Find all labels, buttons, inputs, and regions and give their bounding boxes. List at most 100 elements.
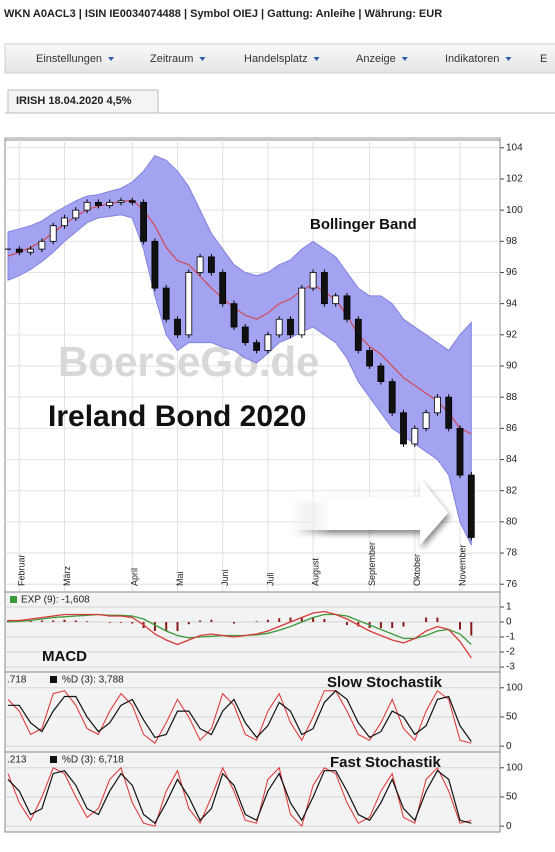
candle xyxy=(241,326,249,344)
candle xyxy=(332,295,340,305)
bollinger-band xyxy=(7,154,472,546)
panel-frame xyxy=(4,591,501,673)
y-tick-label: 100 xyxy=(506,682,523,693)
candle xyxy=(230,303,238,328)
panel-label: Slow Stochastik xyxy=(327,674,443,691)
y-tick-label: 104 xyxy=(506,142,523,153)
candle xyxy=(95,201,102,206)
signal-line xyxy=(7,613,472,645)
menu-arrow xyxy=(313,57,320,61)
menu-item[interactable]: Einstellungen xyxy=(36,53,102,65)
candle xyxy=(219,272,227,305)
candle xyxy=(83,201,91,211)
k-line xyxy=(7,689,472,744)
candle xyxy=(422,412,430,429)
panel-label: Fast Stochastik xyxy=(330,754,442,771)
candle xyxy=(275,318,283,336)
menu-item[interactable]: Anzeige xyxy=(356,53,396,65)
candle xyxy=(185,272,193,336)
candle xyxy=(343,295,351,320)
y-tick-label: 76 xyxy=(506,579,518,590)
candle xyxy=(366,350,374,367)
candle xyxy=(72,209,80,219)
y-tick-label: 0 xyxy=(506,821,512,832)
candle xyxy=(27,248,35,253)
legend-swatch xyxy=(10,596,17,603)
x-tick-label: Oktober xyxy=(412,554,422,586)
y-tick-label: 0 xyxy=(506,741,512,752)
candle xyxy=(196,256,204,273)
candle xyxy=(15,248,23,253)
candle xyxy=(207,256,215,273)
candle xyxy=(445,396,453,429)
y-tick-label: 88 xyxy=(506,392,518,403)
candle xyxy=(264,334,272,351)
y-tick-label: 0 xyxy=(506,617,512,628)
menu-item[interactable]: Zeitraum xyxy=(150,53,193,65)
chart-title: Ireland Bond 2020 xyxy=(48,400,306,433)
candle xyxy=(128,200,136,203)
x-tick-label: August xyxy=(310,557,320,586)
y-tick-label: 90 xyxy=(506,361,518,372)
y-tick-label: 102 xyxy=(506,174,523,185)
menu: Einstellungen Zeitraum Handelsplatz Anzeige… xyxy=(36,53,547,65)
bollinger-middle xyxy=(7,199,472,435)
menu-arrow xyxy=(108,57,115,61)
y-tick-label: 100 xyxy=(506,205,523,216)
candle xyxy=(38,240,46,250)
candle xyxy=(140,201,148,242)
candle xyxy=(467,474,475,538)
menu-arrow xyxy=(199,57,206,61)
legend-label: .213 xyxy=(7,755,27,766)
menu-item[interactable]: Indikatoren xyxy=(445,53,499,65)
d-line xyxy=(8,689,472,742)
y-tick-label: -2 xyxy=(506,647,515,658)
k-line xyxy=(7,766,472,828)
tab-label[interactable]: IRISH 18.04.2020 4,5% xyxy=(16,95,132,107)
macd-line xyxy=(8,610,472,659)
y-tick-label: 82 xyxy=(506,485,518,496)
candle xyxy=(400,412,407,445)
panel-label: MACD xyxy=(42,648,87,665)
candle xyxy=(411,427,419,445)
menu-arrow xyxy=(505,57,512,61)
plot: 767880828486889092949698100102104Februar… xyxy=(4,137,523,833)
candle xyxy=(151,240,159,289)
menu-item[interactable]: Handelsplatz xyxy=(244,53,308,65)
legend-label: EXP (9): -1,608 xyxy=(21,595,90,606)
x-tick-label: Februar xyxy=(17,554,27,586)
menu-bar xyxy=(4,43,555,74)
y-tick-label: -3 xyxy=(506,662,515,673)
legend-label: %D (3): 3,788 xyxy=(62,675,124,686)
menu-item[interactable]: E xyxy=(540,53,547,65)
candle xyxy=(298,287,306,336)
header: WKN A0ACL3 | ISIN IE0034074488 | Symbol … xyxy=(4,8,442,20)
y-tick-label: 86 xyxy=(506,423,518,434)
tab[interactable] xyxy=(7,89,159,114)
legend-label: .718 xyxy=(7,675,27,686)
candle xyxy=(388,381,396,414)
candle xyxy=(433,396,441,414)
y-tick-label: 94 xyxy=(506,298,518,309)
x-tick-label: März xyxy=(62,566,72,586)
arrow xyxy=(290,478,448,545)
candle xyxy=(287,318,294,336)
candle xyxy=(174,318,181,336)
y-tick-label: 78 xyxy=(506,548,518,559)
x-tick-label: April xyxy=(130,568,140,586)
x-tick-label: Mai xyxy=(175,571,185,586)
candle xyxy=(106,201,114,206)
candle xyxy=(117,200,125,203)
legend-label: %D (3): 6,718 xyxy=(62,755,124,766)
candle xyxy=(162,287,170,320)
x-tick-label: Juni xyxy=(220,569,230,586)
candle xyxy=(354,318,362,351)
legend-swatch xyxy=(50,676,57,683)
legend-swatch xyxy=(50,756,57,763)
y-tick-label: 96 xyxy=(506,267,518,278)
x-tick-label: November xyxy=(457,544,467,586)
x-tick-label: September xyxy=(367,542,377,586)
annotation: Bollinger Band xyxy=(310,216,417,233)
candle xyxy=(456,427,464,476)
